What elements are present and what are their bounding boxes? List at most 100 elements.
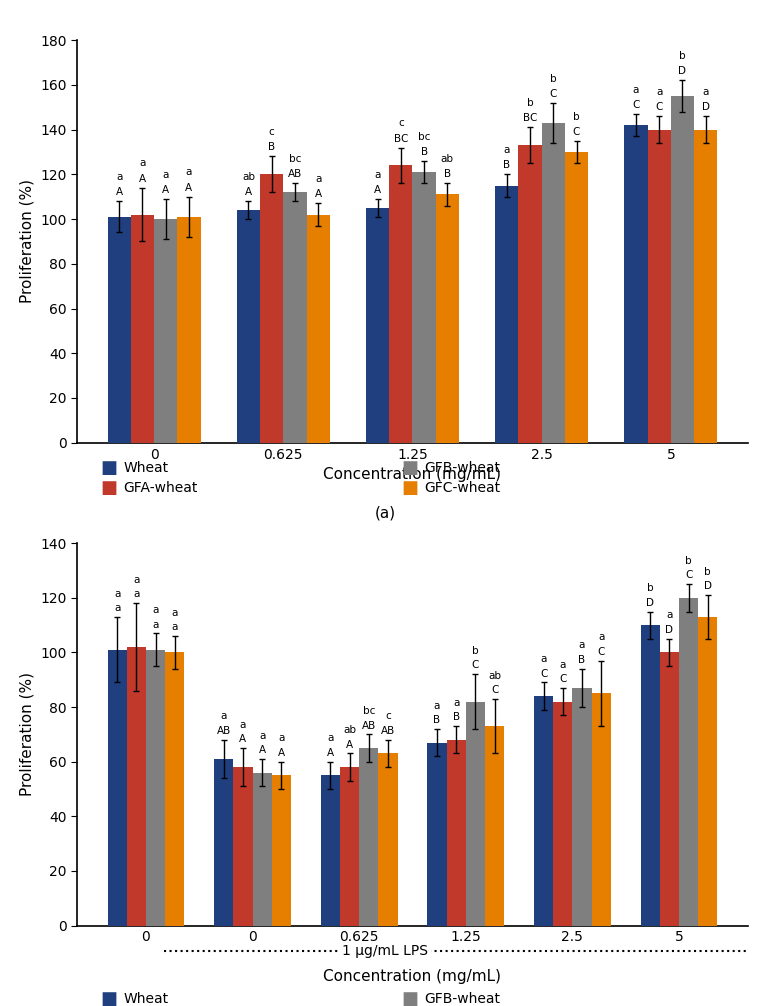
Bar (126, 647, 146, 926)
Text: a: a (327, 733, 334, 743)
Text: ■: ■ (100, 990, 117, 1006)
Text: a: a (375, 170, 381, 180)
Text: C: C (573, 127, 581, 137)
Text: a: a (666, 611, 672, 621)
Bar (679, 598, 699, 926)
Y-axis label: Proliferation (%): Proliferation (%) (20, 672, 35, 797)
Bar (625, 125, 648, 443)
Text: c: c (385, 711, 391, 721)
Text: ab: ab (343, 725, 356, 735)
Text: a: a (315, 174, 322, 184)
Text: ■: ■ (401, 479, 418, 497)
Bar (165, 653, 184, 926)
Text: B: B (444, 169, 451, 179)
Text: C: C (598, 647, 605, 657)
Text: C: C (685, 570, 692, 580)
Text: B: B (578, 655, 585, 665)
Bar (591, 693, 611, 926)
Text: b: b (679, 51, 686, 61)
Text: b: b (472, 646, 479, 656)
Text: a: a (560, 660, 566, 670)
Text: C: C (550, 89, 557, 99)
Text: a: a (163, 170, 169, 180)
Bar (412, 172, 436, 443)
Text: C: C (491, 685, 498, 695)
Text: a: a (259, 730, 265, 740)
Text: a: a (114, 604, 120, 613)
Text: c: c (269, 127, 274, 137)
Text: a: a (116, 172, 123, 182)
Text: A: A (162, 185, 170, 195)
Bar (283, 192, 307, 443)
Text: a: a (656, 87, 662, 97)
Bar (108, 217, 131, 443)
Text: a: a (453, 698, 460, 708)
Bar (542, 123, 565, 443)
X-axis label: Concentration (mg/mL): Concentration (mg/mL) (324, 467, 501, 482)
Text: D: D (704, 581, 712, 592)
Text: ■: ■ (401, 459, 418, 477)
Text: B: B (453, 712, 460, 722)
Text: AB: AB (362, 720, 376, 730)
Text: (a): (a) (375, 505, 396, 520)
Bar (466, 701, 485, 926)
Bar (340, 768, 359, 926)
Text: ■: ■ (401, 990, 418, 1006)
Text: b: b (550, 73, 557, 83)
Bar (554, 701, 572, 926)
Text: a: a (140, 159, 146, 168)
Text: C: C (655, 103, 663, 113)
Bar (534, 696, 554, 926)
Text: A: A (258, 745, 266, 756)
Bar (131, 214, 154, 443)
Text: AB: AB (217, 726, 231, 736)
Text: AB: AB (381, 726, 395, 736)
Text: a: a (540, 654, 547, 664)
Text: A: A (315, 189, 322, 199)
Text: C: C (472, 661, 479, 670)
Text: a: a (702, 87, 709, 97)
Text: BC: BC (523, 114, 537, 124)
Text: a: a (579, 641, 585, 651)
Bar (307, 214, 330, 443)
Text: A: A (240, 734, 247, 744)
Bar (359, 748, 379, 926)
Text: A: A (116, 187, 123, 197)
Bar (518, 145, 542, 443)
Bar (641, 625, 660, 926)
Text: GFB-wheat: GFB-wheat (424, 992, 500, 1006)
Text: 1 μg/mL LPS: 1 μg/mL LPS (342, 944, 429, 958)
Text: GFC-wheat: GFC-wheat (424, 481, 500, 495)
Bar (694, 130, 717, 443)
Text: ■: ■ (100, 479, 117, 497)
Text: ab: ab (242, 172, 255, 182)
Text: Wheat: Wheat (123, 461, 169, 475)
Bar (271, 776, 291, 926)
Bar (699, 617, 717, 926)
Text: b: b (705, 566, 711, 576)
Text: ■: ■ (100, 459, 117, 477)
Text: B: B (433, 715, 440, 725)
Bar (495, 185, 518, 443)
Bar (214, 759, 234, 926)
Bar (427, 742, 446, 926)
Text: B: B (420, 147, 428, 157)
Text: D: D (646, 598, 655, 608)
Text: C: C (559, 674, 567, 684)
Text: a: a (278, 733, 284, 743)
Text: a: a (503, 145, 510, 155)
Text: a: a (114, 589, 120, 599)
Text: D: D (665, 625, 673, 635)
Text: b: b (574, 112, 580, 122)
Text: A: A (327, 747, 334, 758)
Bar (671, 97, 694, 443)
Text: bc: bc (362, 706, 375, 716)
Text: bc: bc (288, 154, 301, 164)
Text: A: A (185, 183, 193, 193)
Text: A: A (278, 747, 285, 758)
Y-axis label: Proliferation (%): Proliferation (%) (19, 179, 35, 304)
Bar (572, 688, 591, 926)
Text: C: C (540, 669, 547, 679)
Text: AB: AB (288, 169, 302, 179)
Text: c: c (398, 119, 404, 128)
